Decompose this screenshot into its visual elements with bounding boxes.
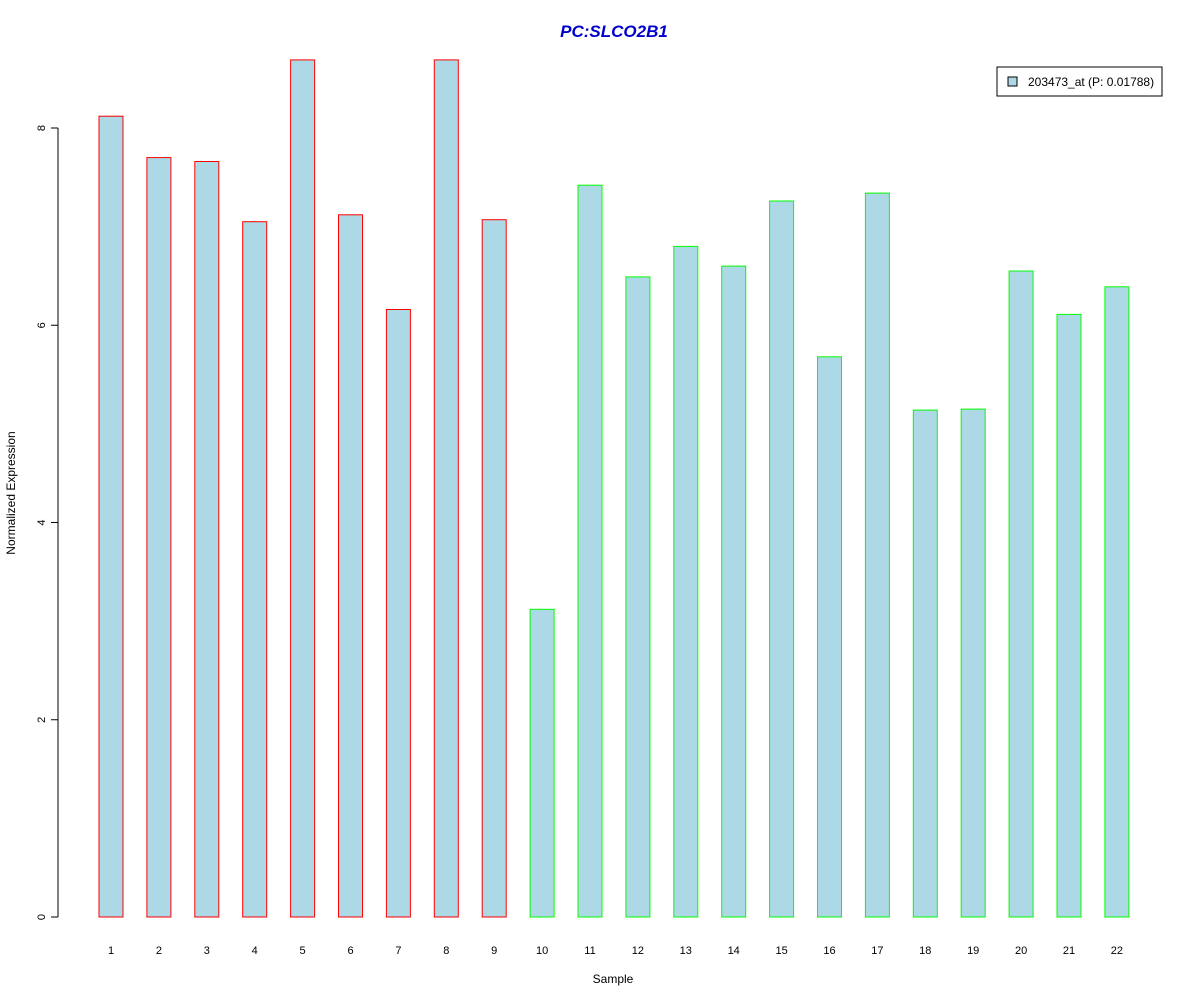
legend-label: 203473_at (P: 0.01788) bbox=[1028, 75, 1154, 89]
y-tick-label: 6 bbox=[36, 322, 48, 328]
bar-sample-22 bbox=[1104, 286, 1130, 918]
bar-sample-7 bbox=[385, 309, 411, 918]
x-tick-label: 22 bbox=[1111, 945, 1123, 957]
x-tick-label: 11 bbox=[584, 945, 595, 957]
bar-sample-4 bbox=[242, 221, 268, 918]
bar-sample-12 bbox=[625, 276, 651, 918]
bar-sample-20 bbox=[1008, 270, 1034, 918]
legend-box bbox=[996, 66, 1163, 97]
bar-sample-6 bbox=[338, 214, 363, 918]
x-tick-label: 17 bbox=[871, 945, 883, 957]
chart-title: PC:SLCO2B1 bbox=[560, 22, 668, 41]
x-axis-label: Sample bbox=[593, 972, 634, 986]
bar-sample-11 bbox=[577, 184, 603, 918]
x-tick-label: 13 bbox=[680, 945, 692, 957]
y-tick-label: 0 bbox=[36, 914, 48, 920]
y-tick-label: 2 bbox=[36, 717, 48, 723]
bar-sample-13 bbox=[673, 245, 699, 918]
bar-sample-17 bbox=[864, 192, 890, 918]
x-tick-label: 9 bbox=[491, 945, 497, 957]
x-tick-label: 5 bbox=[300, 945, 306, 957]
x-tick-label: 20 bbox=[1015, 945, 1027, 957]
bar-sample-5 bbox=[290, 59, 316, 918]
x-tick-label: 14 bbox=[728, 945, 740, 957]
y-axis-label: Normalized Expression bbox=[4, 431, 18, 554]
x-tick-label: 6 bbox=[347, 945, 353, 957]
x-tick-labels: 1 2 3 4 5 6 7 8 9 10 11 12 13 14 15 16 17 18 19 20 21 22 bbox=[108, 945, 1123, 957]
x-tick-label: 15 bbox=[775, 945, 787, 957]
bar-sample-19 bbox=[960, 408, 986, 918]
y-axis: 0 2 4 6 8 bbox=[36, 125, 59, 920]
bar-sample-2 bbox=[146, 157, 172, 918]
bar-sample-1 bbox=[98, 115, 124, 918]
y-tick-label: 8 bbox=[36, 125, 48, 131]
legend: 203473_at (P: 0.01788) bbox=[996, 66, 1163, 97]
x-tick-label: 7 bbox=[395, 945, 401, 957]
x-tick-label: 19 bbox=[967, 945, 979, 957]
x-tick-label: 8 bbox=[443, 945, 449, 957]
bars-group bbox=[98, 59, 1130, 918]
x-tick-label: 16 bbox=[823, 945, 835, 957]
bar-sample-15 bbox=[769, 200, 795, 918]
x-tick-label: 1 bbox=[108, 945, 114, 957]
bar-sample-18 bbox=[912, 409, 938, 918]
bar-sample-10 bbox=[529, 608, 555, 918]
y-tick-label: 4 bbox=[36, 519, 48, 525]
bar-sample-3 bbox=[194, 161, 220, 918]
x-tick-label: 12 bbox=[632, 945, 644, 957]
legend-swatch bbox=[1007, 76, 1018, 87]
bar-sample-21 bbox=[1056, 313, 1082, 918]
x-tick-label: 10 bbox=[536, 945, 548, 957]
bar-sample-16 bbox=[817, 356, 842, 918]
x-tick-label: 3 bbox=[204, 945, 210, 957]
bar-sample-9 bbox=[481, 219, 507, 918]
x-tick-label: 2 bbox=[156, 945, 162, 957]
x-tick-label: 4 bbox=[252, 945, 258, 957]
x-tick-label: 18 bbox=[919, 945, 931, 957]
bar-sample-8 bbox=[433, 59, 459, 918]
bar-sample-14 bbox=[721, 265, 747, 918]
x-tick-label: 21 bbox=[1063, 945, 1075, 957]
